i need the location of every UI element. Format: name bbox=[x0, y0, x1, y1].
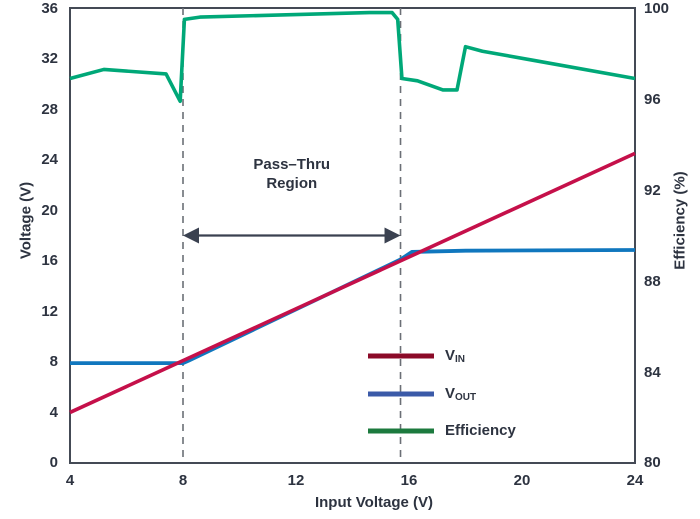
plot-frame bbox=[69, 7, 636, 464]
y-right-tick-80: 80 bbox=[644, 454, 661, 471]
y-right-tick-88: 88 bbox=[644, 273, 661, 290]
pass-thru-region-line2: Region bbox=[266, 175, 318, 192]
x-tick-12: 12 bbox=[287, 472, 305, 489]
y-left-tick-4: 4 bbox=[49, 404, 58, 421]
x-tick-16: 16 bbox=[400, 472, 418, 489]
pass-thru-arrow bbox=[183, 227, 401, 244]
legend-label-vout-text: V bbox=[445, 385, 456, 402]
y-left-tick-20: 20 bbox=[41, 202, 58, 219]
series-line-vin bbox=[69, 151, 636, 415]
y-left-tick-0: 0 bbox=[49, 454, 58, 471]
pass-thru-arrowhead-left bbox=[183, 227, 199, 244]
legend-label-vout: VOUT bbox=[445, 385, 477, 403]
x-tick-24: 24 bbox=[626, 472, 644, 489]
pass-thru-arrowhead-right bbox=[384, 227, 401, 244]
pass-thru-region-line1: Pass–Thru bbox=[253, 156, 331, 173]
y-left-tick-16: 16 bbox=[41, 252, 58, 269]
x-axis-title-text: Input Voltage (V) bbox=[314, 494, 434, 511]
legend-label-efficiency: Efficiency bbox=[445, 422, 516, 439]
x-tick-4: 4 bbox=[65, 472, 75, 489]
series-line-vout bbox=[70, 248, 636, 366]
legend-label-vin-text: V bbox=[445, 347, 456, 364]
x-tick-20: 20 bbox=[513, 472, 531, 489]
y-left-tick-12: 12 bbox=[41, 303, 58, 320]
x-axis-title: Input Voltage (V) bbox=[0, 494, 700, 511]
y-right-tick-84: 84 bbox=[644, 364, 661, 381]
legend-label-vin-sub: IN bbox=[455, 354, 466, 365]
y-left-tick-28: 28 bbox=[41, 101, 58, 118]
y-left-tick-32: 32 bbox=[41, 50, 58, 67]
y-left-tick-24: 24 bbox=[41, 151, 58, 168]
legend-label-vin: VIN bbox=[445, 347, 466, 365]
y-left-tick-8: 8 bbox=[49, 353, 58, 370]
y-right-tick-100: 100 bbox=[644, 0, 670, 17]
y-right-tick-96: 96 bbox=[644, 91, 661, 108]
pass-thru-region-label: Pass–Thru Region bbox=[197, 155, 387, 193]
x-tick-8: 8 bbox=[178, 472, 188, 489]
series-line-efficiency bbox=[69, 10, 636, 104]
y-left-tick-36: 36 bbox=[41, 0, 58, 17]
y-right-tick-92: 92 bbox=[644, 182, 661, 199]
legend-label-vout-sub: OUT bbox=[455, 392, 477, 403]
